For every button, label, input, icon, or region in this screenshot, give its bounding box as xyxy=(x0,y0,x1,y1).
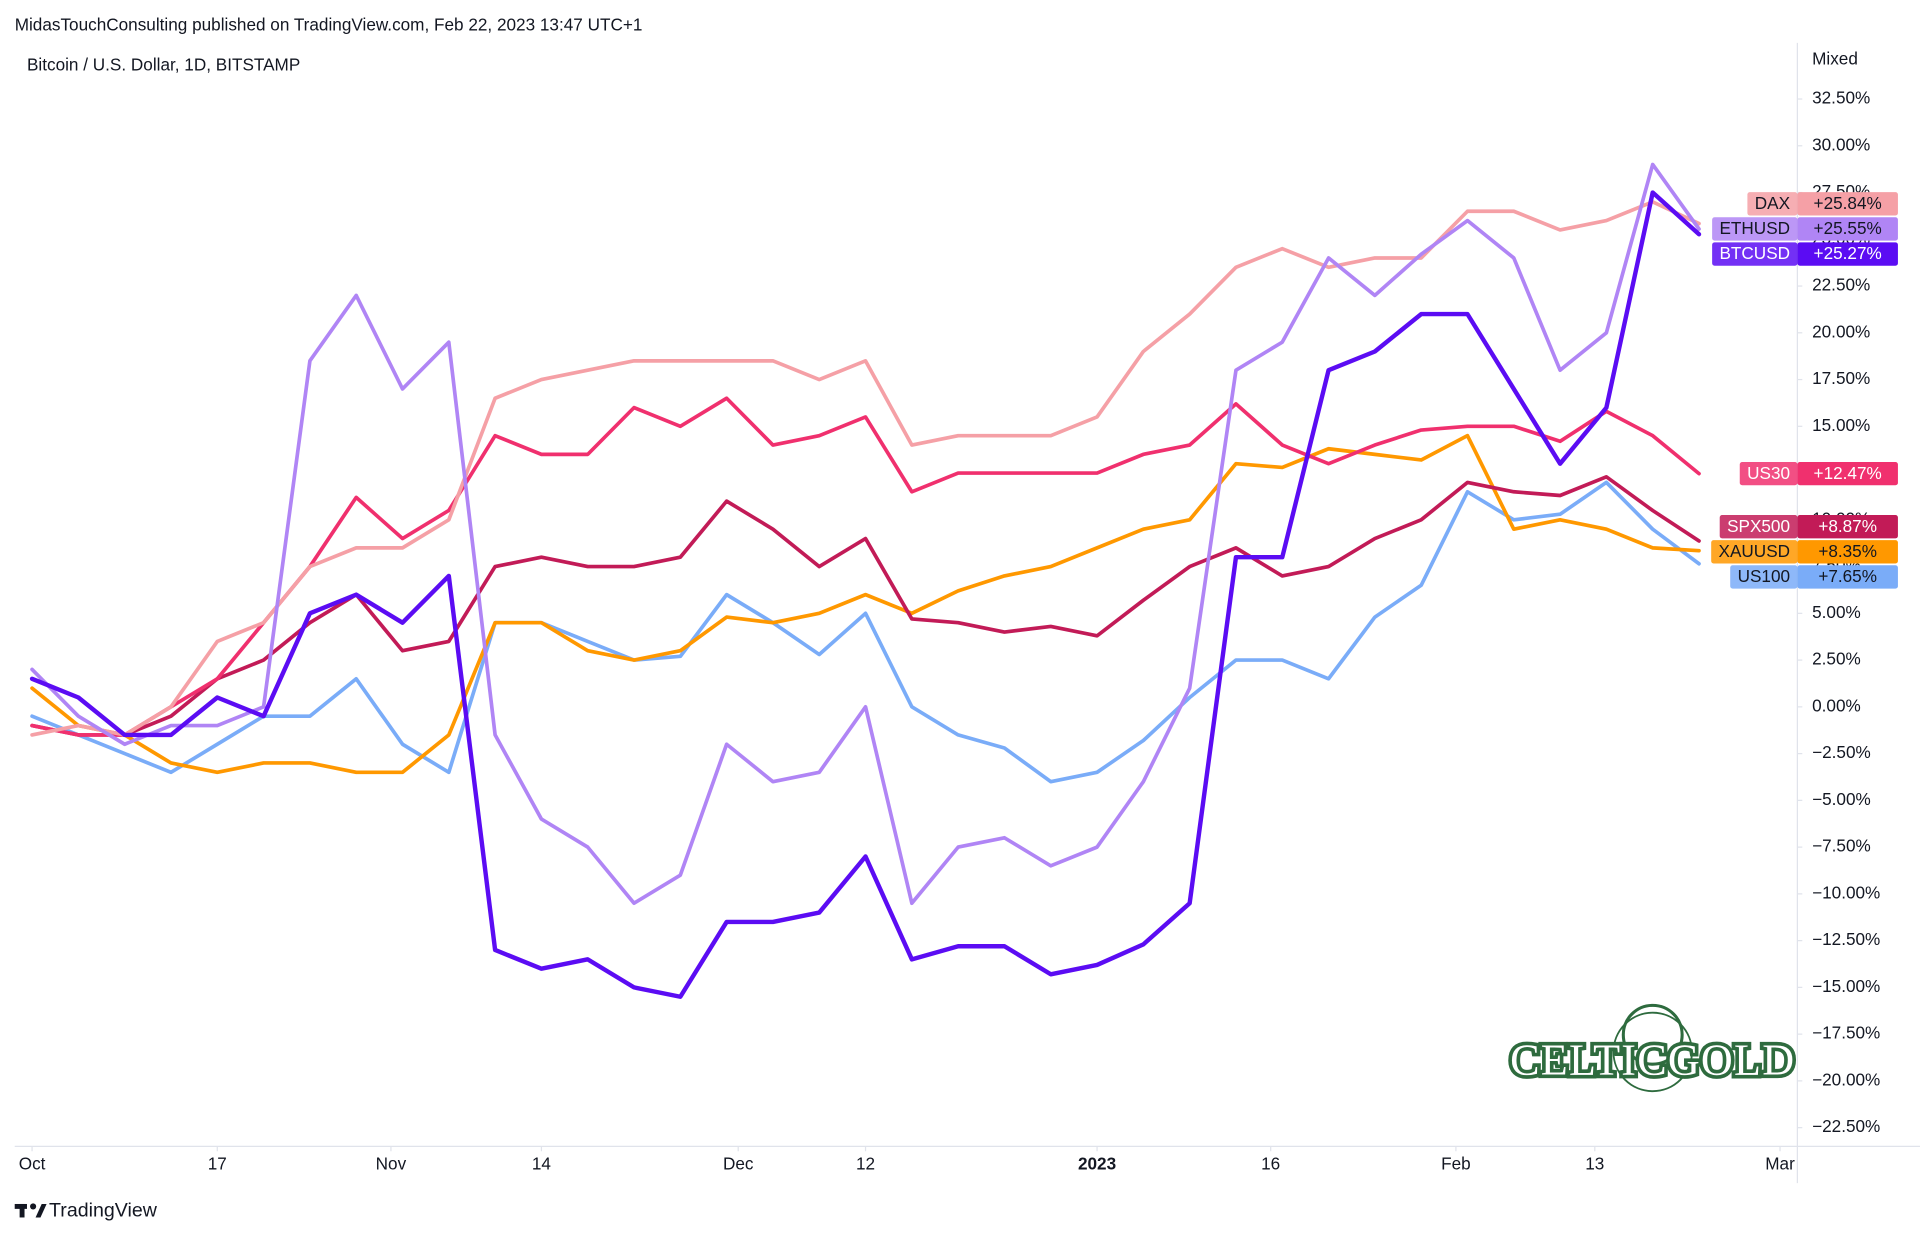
watermark-knot xyxy=(1612,1011,1693,1093)
series-line xyxy=(29,190,1702,999)
y-tick-label: −10.00% xyxy=(1812,882,1880,902)
x-tick-label: Mar xyxy=(1765,1153,1795,1173)
y-tick-label: −22.50% xyxy=(1812,1116,1880,1136)
y-tick-label: 2.50% xyxy=(1812,649,1861,669)
y-tick-label: 32.50% xyxy=(1812,88,1870,108)
legend-entry: XAUUSD xyxy=(1719,541,1791,561)
tag-name-bg xyxy=(1712,217,1798,241)
tag-value-bg xyxy=(1797,565,1898,589)
data-label: +25.55% xyxy=(1814,218,1882,238)
series-line xyxy=(30,474,1701,737)
series-tag: US30 +12.47% xyxy=(1739,461,1898,486)
x-tick-label: Oct xyxy=(19,1153,46,1173)
watermark: CELTICGOLD xyxy=(1506,1003,1798,1093)
series-line xyxy=(30,480,1701,784)
x-tick-label: Nov xyxy=(376,1153,407,1173)
data-label: +8.35% xyxy=(1818,541,1877,561)
series-tag: XAUUSD +8.35% xyxy=(1711,540,1898,564)
x-tick-label: 13 xyxy=(1585,1153,1604,1173)
data-label: +8.87% xyxy=(1818,516,1877,536)
series-tags: DAX +25.84% ETHUSD +25.55% BTCUSD +25.27% US30… xyxy=(1711,192,1898,589)
tag-name-bg xyxy=(1739,461,1798,486)
data-label: +25.27% xyxy=(1814,243,1882,263)
series-line xyxy=(30,433,1701,775)
legend-entry: DAX xyxy=(1755,193,1791,213)
x-tick-label: Feb xyxy=(1441,1153,1471,1173)
y-tick-label: −15.00% xyxy=(1812,976,1880,996)
x-tick-label: 14 xyxy=(532,1153,552,1173)
series-tag: BTCUSD +25.27% xyxy=(1712,242,1898,266)
series-tag: DAX +25.84% xyxy=(1747,192,1898,216)
series-tag: SPX500 +8.87% xyxy=(1719,515,1898,539)
tag-name-bg xyxy=(1730,565,1798,589)
publisher: MidasTouchConsulting published on Tradin… xyxy=(15,14,643,34)
y-tick-label: −2.50% xyxy=(1812,742,1871,762)
tag-name-bg xyxy=(1719,515,1798,539)
tag-value-bg xyxy=(1797,461,1898,486)
tag-value-bg xyxy=(1797,540,1898,564)
legend-entry: US30 xyxy=(1747,463,1790,483)
y-tick-label: 22.50% xyxy=(1812,275,1870,295)
tag-name-bg xyxy=(1747,192,1798,216)
logo-mark xyxy=(30,1203,37,1210)
legend-entry: SPX500 xyxy=(1727,516,1790,536)
logo-mark xyxy=(19,1203,25,1218)
data-label: +12.47% xyxy=(1814,463,1882,483)
series-line xyxy=(30,162,1701,906)
legend-entry: US100 xyxy=(1738,566,1790,586)
legend-entry: ETHUSD xyxy=(1719,218,1790,238)
y-tick-label: −5.00% xyxy=(1812,789,1871,809)
x-tick-label: 16 xyxy=(1261,1153,1280,1173)
y-tick-label: 30.00% xyxy=(1812,134,1870,154)
tag-value-bg xyxy=(1797,192,1898,216)
watermark-knot xyxy=(1621,1003,1684,1066)
data-label: +7.65% xyxy=(1818,566,1877,586)
y-tick-label: −17.50% xyxy=(1812,1023,1880,1043)
tag-value-bg xyxy=(1797,242,1898,266)
y-tick-label: 20.00% xyxy=(1812,321,1870,341)
tag-name-bg xyxy=(1711,540,1798,564)
y-tick-label: −12.50% xyxy=(1812,929,1880,949)
logo-mark xyxy=(35,1203,47,1218)
x-tick-label: 12 xyxy=(856,1153,875,1173)
x-tick-label: Dec xyxy=(723,1153,754,1173)
tag-value-bg xyxy=(1797,217,1898,241)
series-tag: ETHUSD +25.55% xyxy=(1712,217,1898,241)
x-tick-label: 2023 xyxy=(1078,1153,1116,1173)
x-tick-label: 17 xyxy=(208,1153,227,1173)
data-label: +25.84% xyxy=(1814,193,1882,213)
y-tick-label: −20.00% xyxy=(1812,1069,1880,1089)
y-tick-label: 5.00% xyxy=(1812,602,1861,622)
footer: TradingView xyxy=(14,1200,158,1222)
y-tick-label: −7.50% xyxy=(1812,836,1871,856)
y-tick-label: 0.00% xyxy=(1812,695,1861,715)
watermark-text: CELTICGOLD xyxy=(1510,1035,1795,1084)
y-tick-label: 15.00% xyxy=(1812,415,1870,435)
legend-entry: BTCUSD xyxy=(1719,243,1790,263)
scale-label: Mixed xyxy=(1812,49,1858,69)
chart-title: Bitcoin / U.S. Dollar, 1D, BITSTAMP xyxy=(27,55,300,75)
tag-value-bg xyxy=(1797,515,1898,539)
y-tick-label: 17.50% xyxy=(1812,368,1870,388)
series-line xyxy=(30,200,1701,737)
footer-brand: TradingView xyxy=(49,1200,158,1222)
tag-name-bg xyxy=(1712,242,1798,266)
plot-lines xyxy=(29,162,1702,999)
series-tag: US100 +7.65% xyxy=(1730,565,1898,589)
